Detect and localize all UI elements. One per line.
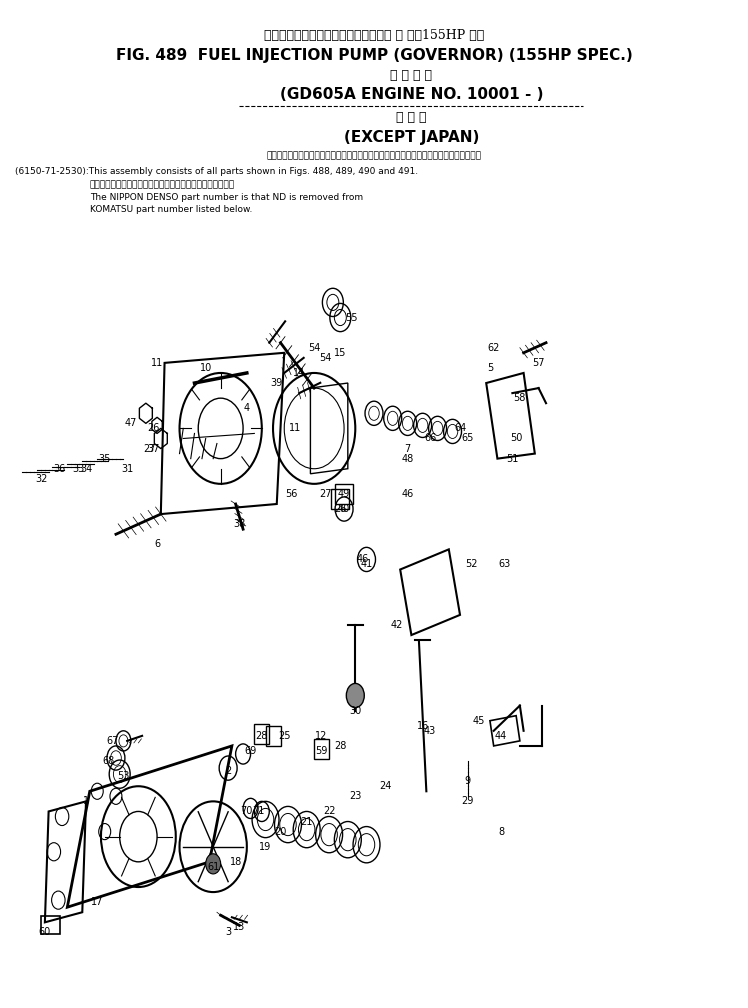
Text: 24: 24 bbox=[379, 781, 391, 791]
Text: 22: 22 bbox=[323, 806, 335, 816]
Text: 32: 32 bbox=[35, 474, 47, 484]
Text: 26: 26 bbox=[147, 423, 159, 433]
Text: 61: 61 bbox=[207, 862, 219, 872]
Text: 品番のメーカ記号ＮＤを除いたものが日本電装の品番です。: 品番のメーカ記号ＮＤを除いたものが日本電装の品番です。 bbox=[90, 180, 235, 188]
Text: 11: 11 bbox=[289, 423, 301, 433]
Text: 21: 21 bbox=[301, 816, 313, 827]
Text: 62: 62 bbox=[488, 343, 500, 353]
Text: 40: 40 bbox=[338, 504, 350, 514]
Text: 60: 60 bbox=[39, 927, 51, 937]
Text: 44: 44 bbox=[495, 731, 507, 741]
Text: 70: 70 bbox=[241, 806, 253, 816]
Text: KOMATSU part number listed below.: KOMATSU part number listed below. bbox=[90, 206, 252, 214]
Circle shape bbox=[346, 683, 364, 708]
Text: 46: 46 bbox=[357, 554, 369, 564]
Text: 15: 15 bbox=[334, 348, 346, 358]
Text: 36: 36 bbox=[54, 464, 66, 474]
Text: 16: 16 bbox=[417, 721, 429, 731]
Text: 28: 28 bbox=[334, 741, 346, 751]
Text: 48: 48 bbox=[402, 454, 414, 464]
Text: 13: 13 bbox=[233, 922, 245, 932]
Text: (GD605A ENGINE NO. 10001 - ): (GD605A ENGINE NO. 10001 - ) bbox=[280, 88, 543, 102]
Text: 31: 31 bbox=[121, 464, 133, 474]
Text: 20: 20 bbox=[275, 827, 286, 837]
Text: 53: 53 bbox=[117, 771, 129, 781]
Text: (6150-71-2530):This assembly consists of all parts shown in Figs. 488, 489, 490 : (6150-71-2530):This assembly consists of… bbox=[15, 167, 418, 175]
Text: 23: 23 bbox=[349, 791, 361, 801]
Text: The NIPPON DENSO part number is that ND is removed from: The NIPPON DENSO part number is that ND … bbox=[90, 194, 363, 202]
Text: 19: 19 bbox=[260, 842, 272, 852]
Text: 28: 28 bbox=[256, 731, 268, 741]
Bar bbox=[314, 739, 329, 759]
Text: 51: 51 bbox=[506, 454, 518, 464]
Text: 46: 46 bbox=[402, 489, 414, 499]
Text: 2: 2 bbox=[225, 766, 231, 776]
Text: 14: 14 bbox=[293, 368, 305, 378]
Text: 17: 17 bbox=[91, 897, 103, 907]
Text: 42: 42 bbox=[390, 620, 402, 630]
Text: (EXCEPT JAPAN): (EXCEPT JAPAN) bbox=[344, 130, 479, 144]
Text: 34: 34 bbox=[80, 464, 92, 474]
Text: 67: 67 bbox=[106, 736, 118, 746]
Text: 41: 41 bbox=[361, 559, 373, 570]
Bar bbox=[254, 724, 269, 744]
Text: 適 用 号 機: 適 用 号 機 bbox=[390, 70, 432, 82]
Text: 64: 64 bbox=[454, 423, 466, 433]
Text: このアセンブリの構成部品は第４８８、４８９、４９０図および第４９１図を含みます。: このアセンブリの構成部品は第４８８、４８９、４９０図および第４９１図を含みます。 bbox=[266, 152, 482, 160]
Text: 56: 56 bbox=[286, 489, 298, 499]
Text: 37: 37 bbox=[147, 444, 159, 454]
Text: 43: 43 bbox=[424, 726, 436, 736]
Text: 71: 71 bbox=[252, 806, 264, 816]
Text: 7: 7 bbox=[405, 444, 411, 454]
Text: 66: 66 bbox=[424, 433, 436, 444]
Text: 65: 65 bbox=[462, 433, 473, 444]
Text: 39: 39 bbox=[271, 378, 283, 388]
Text: 26: 26 bbox=[334, 504, 346, 514]
Text: 63: 63 bbox=[499, 559, 511, 570]
Text: 6: 6 bbox=[154, 539, 160, 549]
Text: 4: 4 bbox=[244, 403, 250, 413]
Text: 57: 57 bbox=[533, 358, 545, 368]
Text: 18: 18 bbox=[230, 857, 242, 867]
Text: 12: 12 bbox=[316, 731, 328, 741]
Text: 5: 5 bbox=[487, 363, 493, 373]
Text: 33: 33 bbox=[73, 464, 85, 474]
Text: フュエルインジェクションポンプ　ガ バ ナ　155HP 仕様: フュエルインジェクションポンプ ガ バ ナ 155HP 仕様 bbox=[264, 29, 484, 41]
Text: 50: 50 bbox=[510, 433, 522, 444]
Text: 38: 38 bbox=[233, 519, 245, 529]
Text: 10: 10 bbox=[200, 363, 212, 373]
Text: FIG. 489  FUEL INJECTION PUMP (GOVERNOR) (155HP SPEC.): FIG. 489 FUEL INJECTION PUMP (GOVERNOR) … bbox=[116, 48, 632, 62]
Text: 45: 45 bbox=[473, 716, 485, 726]
Text: 58: 58 bbox=[514, 393, 526, 403]
Text: 54: 54 bbox=[308, 343, 320, 353]
Text: 55: 55 bbox=[346, 312, 358, 323]
Text: 8: 8 bbox=[498, 827, 504, 837]
Bar bbox=[266, 726, 280, 746]
Text: 25: 25 bbox=[278, 731, 290, 741]
Text: 9: 9 bbox=[465, 776, 470, 786]
Text: 27: 27 bbox=[319, 489, 331, 499]
Text: 35: 35 bbox=[99, 454, 111, 464]
Text: 1: 1 bbox=[83, 796, 89, 806]
Text: 11: 11 bbox=[151, 358, 163, 368]
Text: 59: 59 bbox=[316, 746, 328, 756]
Bar bbox=[41, 916, 60, 934]
Text: 49: 49 bbox=[338, 489, 350, 499]
Text: 3: 3 bbox=[225, 927, 231, 937]
Text: 68: 68 bbox=[102, 756, 114, 766]
Text: 69: 69 bbox=[245, 746, 257, 756]
Circle shape bbox=[206, 854, 221, 874]
Text: 海 外 向: 海 外 向 bbox=[396, 112, 426, 124]
Text: 27: 27 bbox=[144, 444, 156, 454]
Text: 30: 30 bbox=[349, 706, 361, 716]
Text: 52: 52 bbox=[465, 559, 477, 570]
Text: 54: 54 bbox=[319, 353, 331, 363]
Text: 47: 47 bbox=[125, 418, 137, 428]
Text: 29: 29 bbox=[462, 796, 473, 806]
